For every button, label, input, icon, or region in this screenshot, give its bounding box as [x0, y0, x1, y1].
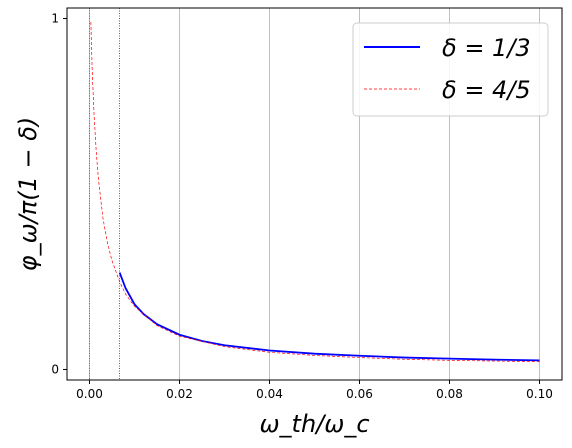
series-line-delta-1-3	[118, 272, 540, 362]
x-tick-label: 0.08	[436, 387, 463, 401]
x-axis-ticks: 0.00 0.02 0.04 0.06 0.08 0.10	[76, 380, 553, 401]
series-lines	[90, 22, 540, 363]
x-axis-label: ω_th/ω_c	[259, 410, 369, 438]
series-line-delta-4-5	[90, 22, 540, 363]
y-axis-ticks: 01	[51, 12, 67, 376]
reference-lines	[89, 8, 121, 380]
legend-label-delta-1-3: δ = 1/3	[442, 34, 531, 62]
x-tick-label: 0.00	[76, 387, 103, 401]
legend: δ = 1/3 δ = 4/5	[352, 22, 549, 117]
legend-label-delta-4-5: δ = 4/5	[442, 76, 531, 104]
y-tick-label: 1	[51, 12, 59, 26]
y-tick-label: 0	[51, 362, 59, 376]
x-tick-label: 0.06	[346, 387, 373, 401]
plot-area-frame	[66, 7, 563, 381]
y-axis-label: φ_ω/π(1 − δ)	[14, 117, 42, 272]
x-tick-label: 0.04	[256, 387, 283, 401]
x-tick-label: 0.10	[526, 387, 553, 401]
x-tick-label: 0.02	[166, 387, 193, 401]
